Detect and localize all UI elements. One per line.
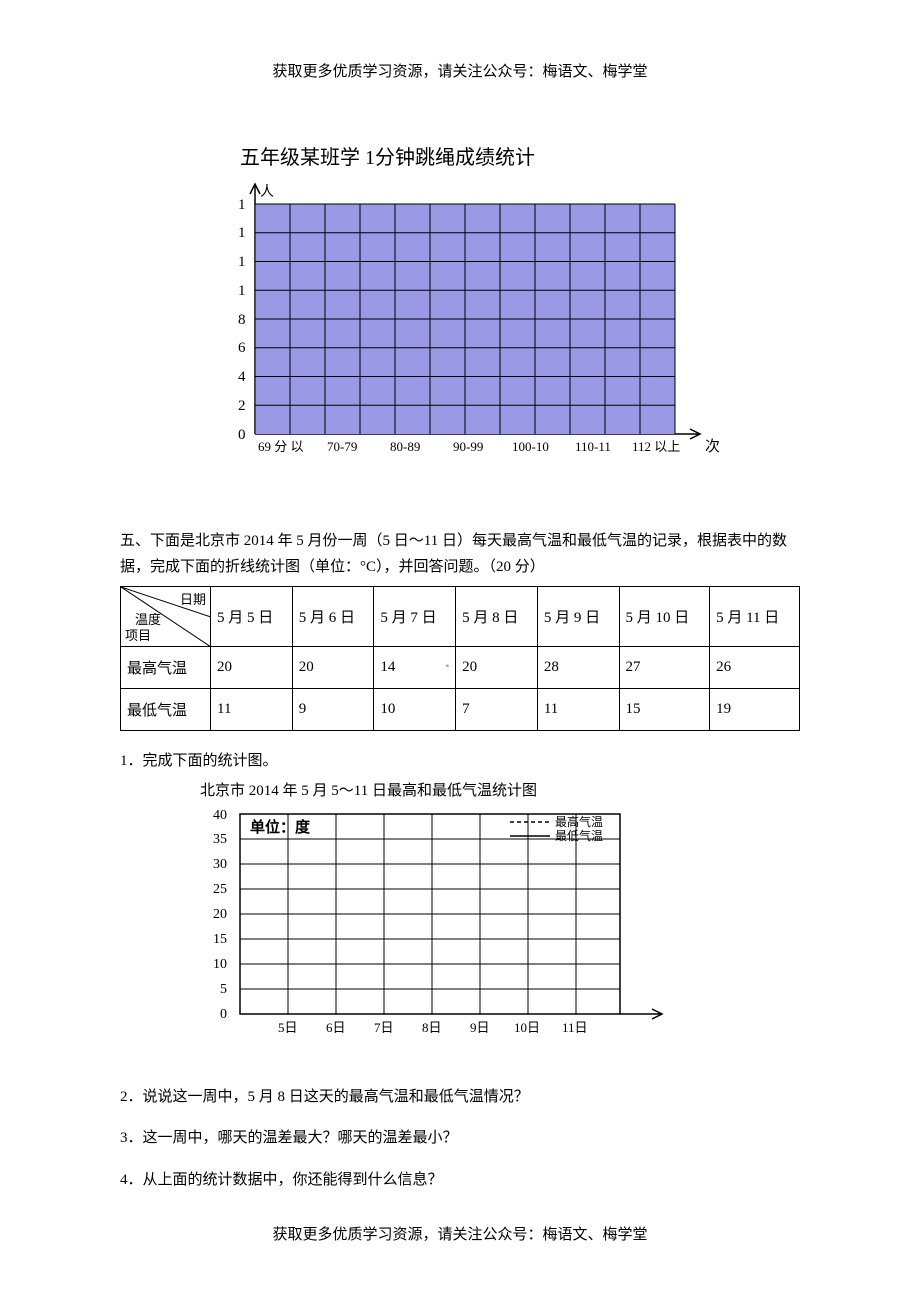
ytick: 30 xyxy=(213,857,227,872)
row-low-label: 最低气温 xyxy=(121,689,211,731)
ytick: 10 xyxy=(213,957,227,972)
high-cell: 26 xyxy=(710,647,800,689)
low-cell: 11 xyxy=(537,689,619,731)
footer-note: 获取更多优质学习资源，请关注公众号：梅语文、梅学堂 xyxy=(120,1223,800,1244)
ytick: 1 xyxy=(238,283,246,299)
xlabel: 9日 xyxy=(470,1020,490,1035)
xlabel: 5日 xyxy=(278,1020,298,1035)
chart2-title: 北京市 2014 年 5 月 5～11 日最高和最低气温统计图 xyxy=(200,779,800,800)
legend-low: 最低气温 xyxy=(555,828,603,843)
ytick: 25 xyxy=(213,882,227,897)
chart1-ylabel: 人 xyxy=(260,184,274,200)
high-cell: 14▪ xyxy=(374,647,456,689)
legend-high: 最高气温 xyxy=(555,814,603,829)
table-row: 最低气温 11 9 10 7 11 15 19 xyxy=(121,689,800,731)
chart1-svg: 人 xyxy=(180,174,720,474)
xlabel: 10日 xyxy=(514,1020,540,1035)
xcat: 80-89 xyxy=(390,439,420,454)
chart2-svg: 单位：度 最高气温 最低气温 xyxy=(180,804,700,1064)
q3: 3．这一周中，哪天的温差最大？哪天的温差最小？ xyxy=(120,1126,800,1152)
watermark-icon: ▪ xyxy=(446,661,450,672)
page: 获取更多优质学习资源，请关注公众号：梅语文、梅学堂 五年级某班学 1分钟跳绳成绩… xyxy=(0,0,920,1284)
low-cell: 9 xyxy=(292,689,374,731)
ytick: 15 xyxy=(213,932,227,947)
date-cell: 5 月 5 日 xyxy=(211,587,293,647)
high-cell: 27 xyxy=(619,647,710,689)
xcat: 112 以上 xyxy=(632,439,680,454)
chart1-title: 五年级某班学 1分钟跳绳成绩统计 xyxy=(240,141,800,170)
ytick: 1 xyxy=(238,254,246,270)
xlabel: 8日 xyxy=(422,1020,442,1035)
ytick: 0 xyxy=(238,427,246,443)
chart1: 五年级某班学 1分钟跳绳成绩统计 人 xyxy=(180,141,800,479)
header-note: 获取更多优质学习资源，请关注公众号：梅语文、梅学堂 xyxy=(120,60,800,81)
row-high-label: 最高气温 xyxy=(121,647,211,689)
low-cell: 10 xyxy=(374,689,456,731)
ytick: 1 xyxy=(238,225,246,241)
ytick: 20 xyxy=(213,907,227,922)
date-cell: 5 月 9 日 xyxy=(537,587,619,647)
xcat: 110-11 xyxy=(575,439,611,454)
ytick: 1 xyxy=(238,197,246,213)
section5-intro: 五、下面是北京市 2014 年 5 月份一周（5 日～11 日）每天最高气温和最… xyxy=(120,529,800,580)
xcat: 70-79 xyxy=(327,439,357,454)
chart2-unit: 单位：度 xyxy=(250,818,311,836)
ytick: 2 xyxy=(238,398,246,414)
ytick: 6 xyxy=(238,340,246,356)
q1: 1．完成下面的统计图。 xyxy=(120,749,800,775)
ytick: 8 xyxy=(238,312,246,328)
high-cell: 20 xyxy=(211,647,293,689)
chart1-xlabel: 次 xyxy=(705,438,720,455)
corner-top: 日期 xyxy=(180,589,206,608)
low-cell: 15 xyxy=(619,689,710,731)
high-cell: 20 xyxy=(292,647,374,689)
date-cell: 5 月 7 日 xyxy=(374,587,456,647)
high-cell: 28 xyxy=(537,647,619,689)
xcat: 100-10 xyxy=(512,439,549,454)
corner-bot: 项目 xyxy=(125,625,151,644)
ytick: 0 xyxy=(220,1007,227,1022)
temperature-table: 日期 温度 项目 5 月 5 日 5 月 6 日 5 月 7 日 5 月 8 日… xyxy=(120,586,800,731)
low-cell: 11 xyxy=(211,689,293,731)
table-row: 最高气温 20 20 14▪ 20 28 27 26 xyxy=(121,647,800,689)
q4: 4．从上面的统计数据中，你还能得到什么信息？ xyxy=(120,1168,800,1194)
table-corner-cell: 日期 温度 项目 xyxy=(121,587,211,647)
q2: 2．说说这一周中，5 月 8 日这天的最高气温和最低气温情况？ xyxy=(120,1085,800,1111)
xlabel: 11日 xyxy=(562,1020,588,1035)
xcat: 69 分 以 xyxy=(258,439,304,454)
ytick: 40 xyxy=(213,808,227,823)
low-cell: 7 xyxy=(456,689,538,731)
xcat: 90-99 xyxy=(453,439,483,454)
table-row: 日期 温度 项目 5 月 5 日 5 月 6 日 5 月 7 日 5 月 8 日… xyxy=(121,587,800,647)
ytick: 5 xyxy=(220,982,227,997)
low-cell: 19 xyxy=(710,689,800,731)
xlabel: 6日 xyxy=(326,1020,346,1035)
chart2: 单位：度 最高气温 最低气温 xyxy=(180,804,800,1069)
ytick: 35 xyxy=(213,832,227,847)
high-cell: 20 xyxy=(456,647,538,689)
date-cell: 5 月 8 日 xyxy=(456,587,538,647)
date-cell: 5 月 10 日 xyxy=(619,587,710,647)
date-cell: 5 月 6 日 xyxy=(292,587,374,647)
ytick: 4 xyxy=(238,369,246,385)
date-cell: 5 月 11 日 xyxy=(710,587,800,647)
xlabel: 7日 xyxy=(374,1020,394,1035)
